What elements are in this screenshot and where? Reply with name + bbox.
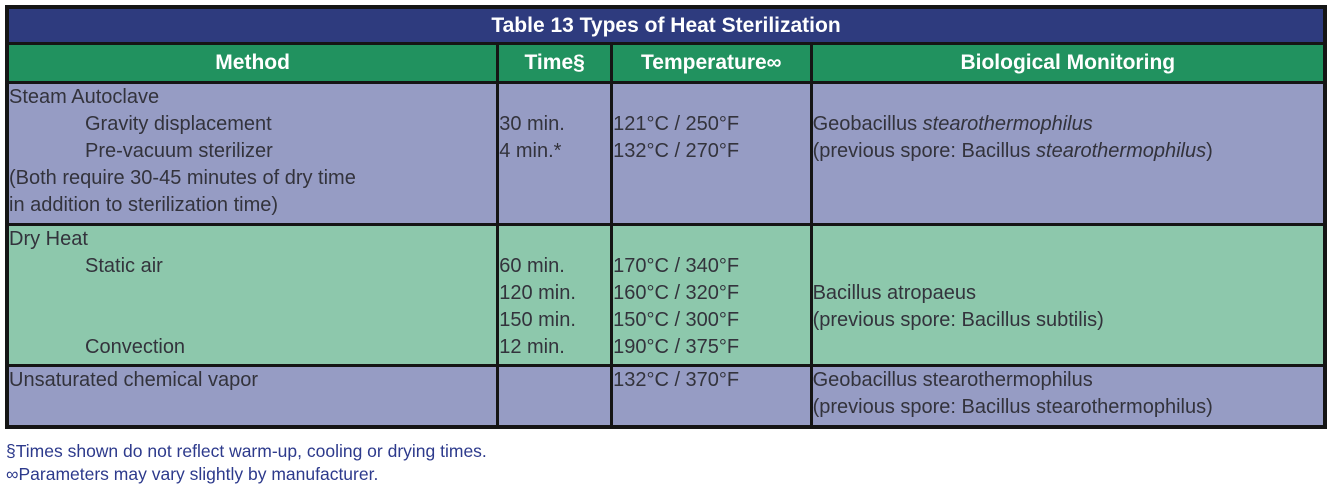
cell-line: 4 min.* [499, 140, 562, 162]
cell-line [814, 86, 1322, 112]
column-header-temperature: Temperature∞ [610, 42, 813, 84]
cell-line [615, 394, 809, 421]
cell-line: Geobacillus stearothermophilus [812, 113, 1093, 135]
column-header-time: Time§ [496, 42, 614, 84]
cell-line [501, 394, 609, 421]
cell-line: Bacillus atropaeus [812, 282, 977, 304]
time-cell: 30 min. 4 min.* [496, 81, 614, 226]
cell-line: 190°C / 375°F [613, 336, 740, 358]
method-cell: Steam Autoclave Gravity displacement Pre-v… [5, 81, 500, 226]
cell-line [501, 192, 609, 219]
footnote-times: §Times shown do not reflect warm-up, coo… [6, 441, 487, 461]
column-header-biological-monitoring: Biological Monitoring [809, 42, 1327, 84]
cell-line: Convection [85, 336, 186, 358]
table-title: Table 13 Types of Heat Sterilization [5, 5, 1327, 45]
cell-line: 121°C / 250°F [613, 113, 740, 135]
temperature-cell: 132°C / 370°F [610, 364, 813, 429]
cell-line: Geobacillus stearothermophilus [812, 369, 1093, 391]
time-cell: 60 min. 120 min. 150 min. 12 min. [496, 223, 614, 367]
table-header-row: Method Time§ Temperature∞ Biological Mon… [5, 42, 1327, 84]
cell-line [501, 368, 609, 394]
cell-line: 60 min. [499, 255, 565, 277]
cell-line: (previous spore: Bacillus stearothermoph… [812, 140, 1213, 162]
cell-line: 120 min. [499, 282, 576, 304]
footnote-parameters: ∞Parameters may vary slightly by manufac… [6, 464, 379, 484]
cell-line: 132°C / 270°F [613, 140, 740, 162]
cell-line: 30 min. [499, 113, 565, 135]
cell-line [10, 394, 495, 421]
cell-line: 132°C / 370°F [613, 369, 740, 391]
table-row-steam-autoclave: Steam Autoclave Gravity displacement Pre-v… [5, 81, 1327, 226]
cell-line [10, 307, 495, 334]
cell-line: (previous spore: Bacillus subtilis) [812, 309, 1104, 331]
cell-line: Gravity displacement [85, 113, 272, 135]
cell-line [814, 228, 1322, 254]
cell-line [10, 280, 495, 307]
cell-line [814, 165, 1322, 192]
temperature-cell: 170°C / 340°F 160°C / 320°F 150°C / 300°F 1… [610, 223, 813, 367]
cell-line: 150°C / 300°F [613, 309, 740, 331]
biological-monitoring-cell: Geobacillus stearothermophilus (previous … [809, 81, 1327, 226]
cell-line [501, 228, 609, 254]
cell-line [814, 334, 1322, 361]
cell-line [615, 228, 809, 254]
time-cell [496, 364, 614, 429]
cell-line [501, 86, 609, 112]
cell-line: 170°C / 340°F [613, 255, 740, 277]
cell-line: Pre-vacuum sterilizer [85, 140, 273, 162]
cell-line [501, 165, 609, 192]
cell-line: Static air [85, 255, 163, 277]
table-title-row: Table 13 Types of Heat Sterilization [5, 5, 1327, 45]
cell-line: 12 min. [499, 336, 565, 358]
cell-line [615, 86, 809, 112]
method-cell: Unsaturated chemical vapor [5, 364, 500, 429]
temperature-cell: 121°C / 250°F 132°C / 270°F [610, 81, 813, 226]
cell-line [814, 192, 1322, 219]
cell-line [615, 192, 809, 219]
table-row-dry-heat: Dry Heat Static air Convection 60 min. 120… [5, 223, 1327, 367]
cell-line: (previous spore: Bacillus stearothermoph… [812, 396, 1213, 418]
cell-line: 160°C / 320°F [613, 282, 740, 304]
cell-line: (Both require 30-45 minutes of dry time [9, 167, 356, 189]
heat-sterilization-table: Table 13 Types of Heat Sterilization Met… [5, 5, 1327, 429]
table-row-unsaturated-chemical-vapor: Unsaturated chemical vapor 132°C / 370°F… [5, 364, 1327, 429]
cell-line: Dry Heat [9, 228, 88, 250]
cell-line [615, 165, 809, 192]
column-header-method: Method [5, 42, 500, 84]
cell-line: Unsaturated chemical vapor [9, 369, 259, 391]
cell-line: in addition to sterilization time) [9, 194, 279, 216]
method-cell: Dry Heat Static air Convection [5, 223, 500, 367]
footnotes: §Times shown do not reflect warm-up, coo… [6, 440, 487, 486]
biological-monitoring-cell: Geobacillus stearothermophilus (previous … [809, 364, 1327, 429]
cell-line: Steam Autoclave [9, 86, 160, 108]
cell-line [814, 253, 1322, 280]
cell-line: 150 min. [499, 309, 576, 331]
biological-monitoring-cell: Bacillus atropaeus (previous spore: Bacil… [809, 223, 1327, 367]
